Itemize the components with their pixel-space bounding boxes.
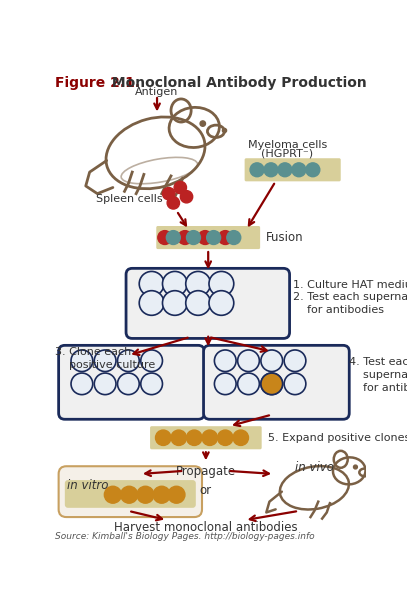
FancyBboxPatch shape <box>126 268 289 338</box>
Circle shape <box>162 271 187 296</box>
Circle shape <box>120 486 138 503</box>
Circle shape <box>137 486 154 503</box>
Circle shape <box>238 373 259 395</box>
Circle shape <box>186 290 210 316</box>
FancyBboxPatch shape <box>150 426 262 449</box>
Text: Monoclonal Antibody Production: Monoclonal Antibody Production <box>107 76 366 90</box>
Circle shape <box>214 373 236 395</box>
Circle shape <box>198 230 212 244</box>
FancyBboxPatch shape <box>156 226 260 249</box>
Circle shape <box>202 430 217 445</box>
Text: or: or <box>200 484 212 497</box>
Circle shape <box>218 230 232 244</box>
Text: Propagate: Propagate <box>176 464 236 478</box>
Circle shape <box>118 350 139 371</box>
Circle shape <box>292 163 306 177</box>
Circle shape <box>71 373 93 395</box>
Circle shape <box>354 465 357 469</box>
Text: 3. Clone each
    positive culture: 3. Clone each positive culture <box>55 347 155 370</box>
Text: Fusion: Fusion <box>266 231 304 244</box>
Text: in vitro: in vitro <box>67 479 109 492</box>
Circle shape <box>166 230 180 244</box>
Circle shape <box>168 486 185 503</box>
FancyBboxPatch shape <box>59 346 204 419</box>
Circle shape <box>233 430 249 445</box>
Text: 1. Culture HAT medium: 1. Culture HAT medium <box>293 280 407 290</box>
Circle shape <box>153 486 170 503</box>
Circle shape <box>209 290 234 316</box>
Circle shape <box>264 163 278 177</box>
Circle shape <box>139 271 164 296</box>
Circle shape <box>261 373 282 395</box>
Circle shape <box>238 350 259 371</box>
Text: 5. Expand positive clones: 5. Expand positive clones <box>268 433 407 443</box>
Circle shape <box>186 271 210 296</box>
Circle shape <box>250 163 264 177</box>
FancyBboxPatch shape <box>204 346 349 419</box>
Circle shape <box>217 430 233 445</box>
Text: Myeloma cells: Myeloma cells <box>247 140 327 150</box>
Circle shape <box>278 163 292 177</box>
Circle shape <box>207 230 221 244</box>
Circle shape <box>141 373 162 395</box>
Circle shape <box>186 430 202 445</box>
Circle shape <box>174 181 186 194</box>
Text: (HGPRT⁻): (HGPRT⁻) <box>261 149 313 159</box>
Circle shape <box>306 163 320 177</box>
Circle shape <box>227 230 241 244</box>
Circle shape <box>178 230 192 244</box>
Circle shape <box>200 121 206 126</box>
Circle shape <box>141 350 162 371</box>
Circle shape <box>94 373 116 395</box>
Text: 2. Test each supernatant
    for antibodies: 2. Test each supernatant for antibodies <box>293 292 407 316</box>
Text: Harvest monoclonal antibodies: Harvest monoclonal antibodies <box>114 521 298 534</box>
Circle shape <box>171 430 186 445</box>
Text: Antigen: Antigen <box>136 88 179 97</box>
Circle shape <box>261 373 282 395</box>
Circle shape <box>261 350 282 371</box>
FancyBboxPatch shape <box>245 158 341 181</box>
Circle shape <box>139 290 164 316</box>
Circle shape <box>162 290 187 316</box>
FancyBboxPatch shape <box>65 480 196 508</box>
FancyBboxPatch shape <box>59 466 202 517</box>
Text: 4. Test each
    supernatant
    for antibodies: 4. Test each supernatant for antibodies <box>349 357 407 394</box>
Text: Source: Kimball's Biology Pages. http://biology-pages.info: Source: Kimball's Biology Pages. http://… <box>55 532 314 541</box>
Text: Figure 2.1.: Figure 2.1. <box>55 76 140 90</box>
Circle shape <box>186 230 201 244</box>
Circle shape <box>94 350 116 371</box>
Circle shape <box>284 350 306 371</box>
Circle shape <box>118 373 139 395</box>
Text: in vivo: in vivo <box>295 461 334 474</box>
Circle shape <box>162 187 175 200</box>
Circle shape <box>180 191 193 203</box>
Circle shape <box>284 373 306 395</box>
Circle shape <box>71 350 93 371</box>
Circle shape <box>209 271 234 296</box>
Circle shape <box>167 197 179 209</box>
Circle shape <box>158 230 172 244</box>
Circle shape <box>104 486 121 503</box>
Circle shape <box>155 430 171 445</box>
Circle shape <box>214 350 236 371</box>
Text: Spleen cells: Spleen cells <box>96 194 162 204</box>
